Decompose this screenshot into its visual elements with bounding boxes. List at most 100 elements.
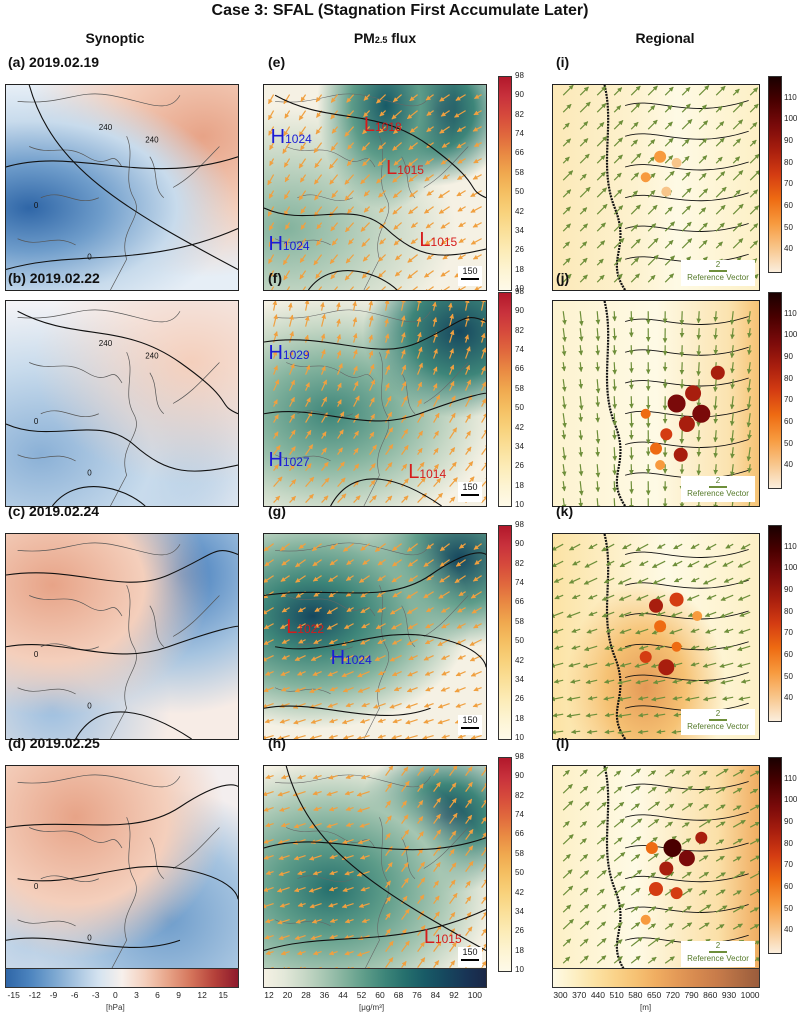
wind-vector <box>706 594 717 600</box>
wind-vector <box>664 137 674 147</box>
colorbar-tick-label: 110 <box>784 92 797 102</box>
wind-vector <box>404 735 418 739</box>
wind-vector <box>578 430 584 441</box>
coastline <box>40 643 99 651</box>
wind-vector <box>401 780 410 792</box>
wind-vector <box>749 788 759 794</box>
wind-vector <box>596 819 606 828</box>
wind-vector <box>715 222 725 232</box>
bottom-colorbar-tick-label: 650 <box>647 990 662 1000</box>
wind-vector <box>630 955 641 964</box>
wind-vector <box>344 790 354 796</box>
wind-vector <box>309 855 322 861</box>
wind-vector <box>346 607 354 613</box>
wind-vector <box>630 139 638 147</box>
contour-value-label: 0 <box>87 252 92 261</box>
wind-vector <box>264 735 274 739</box>
wind-vector <box>749 205 759 215</box>
panel-label-regional: (l) <box>556 735 570 751</box>
colorbar-tick-label: 80 <box>784 157 793 167</box>
wind-vector <box>681 221 692 232</box>
wind-vector <box>385 912 391 920</box>
wind-vector <box>471 607 482 614</box>
wind-vector <box>289 363 295 375</box>
wind-vector <box>417 492 427 504</box>
wind-vector <box>732 923 743 930</box>
colorbar-tick-label: 90 <box>515 539 524 549</box>
wind-vector <box>732 238 744 249</box>
wind-vector <box>277 839 290 845</box>
figure-title: Case 3: SFAL (Stagnation First Accumulat… <box>211 2 589 19</box>
wind-vector <box>457 158 466 164</box>
wind-vector <box>595 311 601 325</box>
pm25-station-marker <box>670 887 683 900</box>
flux-bottom-colorbar <box>263 968 487 988</box>
coastline <box>40 410 99 418</box>
bottom-colorbar-tick-label: 6 <box>155 990 160 1000</box>
wind-vector <box>329 918 338 923</box>
wind-vector <box>328 902 338 908</box>
wind-vector <box>613 837 623 845</box>
wind-vector <box>280 575 290 582</box>
wind-vector <box>562 769 570 777</box>
wind-vector <box>321 379 328 391</box>
wind-vector <box>328 774 338 780</box>
wind-vector <box>613 120 624 130</box>
wind-vector <box>630 854 641 862</box>
pm25-station-marker <box>640 408 651 419</box>
wind-vector <box>454 575 466 584</box>
coastline <box>286 146 376 168</box>
wind-vector <box>747 464 753 474</box>
regional-map: 2 Reference Vector <box>552 765 760 972</box>
wind-vector <box>273 379 280 391</box>
wind-vector <box>684 696 700 702</box>
wind-vector <box>326 823 338 829</box>
wind-vector <box>472 575 482 582</box>
bottom-colorbar-tick-label: -12 <box>28 990 41 1000</box>
colorbar-tick-label: 74 <box>515 129 524 139</box>
wind-vector <box>715 204 726 215</box>
wind-vector <box>440 238 450 245</box>
colorbar-tick-label: 82 <box>515 109 524 119</box>
wind-vector <box>613 154 623 164</box>
coastline <box>423 362 469 404</box>
wind-vector <box>681 905 692 913</box>
pm25-flux-map: H1029 H1027 L1014 150 <box>263 300 487 507</box>
wind-vector <box>425 94 434 101</box>
wind-vector <box>268 126 275 136</box>
colorbar-tick-label: 70 <box>784 395 793 405</box>
wind-vector <box>596 222 606 232</box>
wind-vector <box>481 347 486 359</box>
wind-vector <box>630 257 640 266</box>
wind-vector <box>311 543 322 552</box>
wind-vector <box>465 829 474 840</box>
wind-vector <box>749 223 759 232</box>
wind-vector <box>456 142 466 149</box>
wind-vector <box>572 560 581 566</box>
colorbar-tick-label: 98 <box>515 520 524 529</box>
wind-vector <box>630 906 639 913</box>
wind-vector <box>401 495 409 504</box>
wind-vector <box>416 301 422 311</box>
wind-vector <box>440 270 450 277</box>
synoptic-bottom-colorbar <box>5 968 239 988</box>
wind-vector <box>630 102 641 113</box>
wind-vector <box>423 719 434 724</box>
wind-vector <box>449 928 456 936</box>
low-pressure-label: L1015 <box>423 925 462 948</box>
wind-vector <box>360 222 371 232</box>
wind-vector <box>481 781 486 792</box>
reference-vector-label: Reference Vector <box>687 489 749 498</box>
wind-vector <box>664 273 675 283</box>
wind-vector <box>393 158 402 166</box>
bottom-colorbar-tick-label: 580 <box>628 990 643 1000</box>
wind-vector <box>588 594 598 600</box>
wind-vector <box>376 174 387 184</box>
colorbar-tick-label: 50 <box>784 222 793 232</box>
wind-vector <box>312 870 322 876</box>
pm25-station-marker <box>671 641 682 652</box>
wind-vector <box>579 801 590 811</box>
wind-vector <box>617 679 632 685</box>
column-header-flux: PM2.5 flux <box>353 30 417 46</box>
wind-vector <box>385 846 393 856</box>
